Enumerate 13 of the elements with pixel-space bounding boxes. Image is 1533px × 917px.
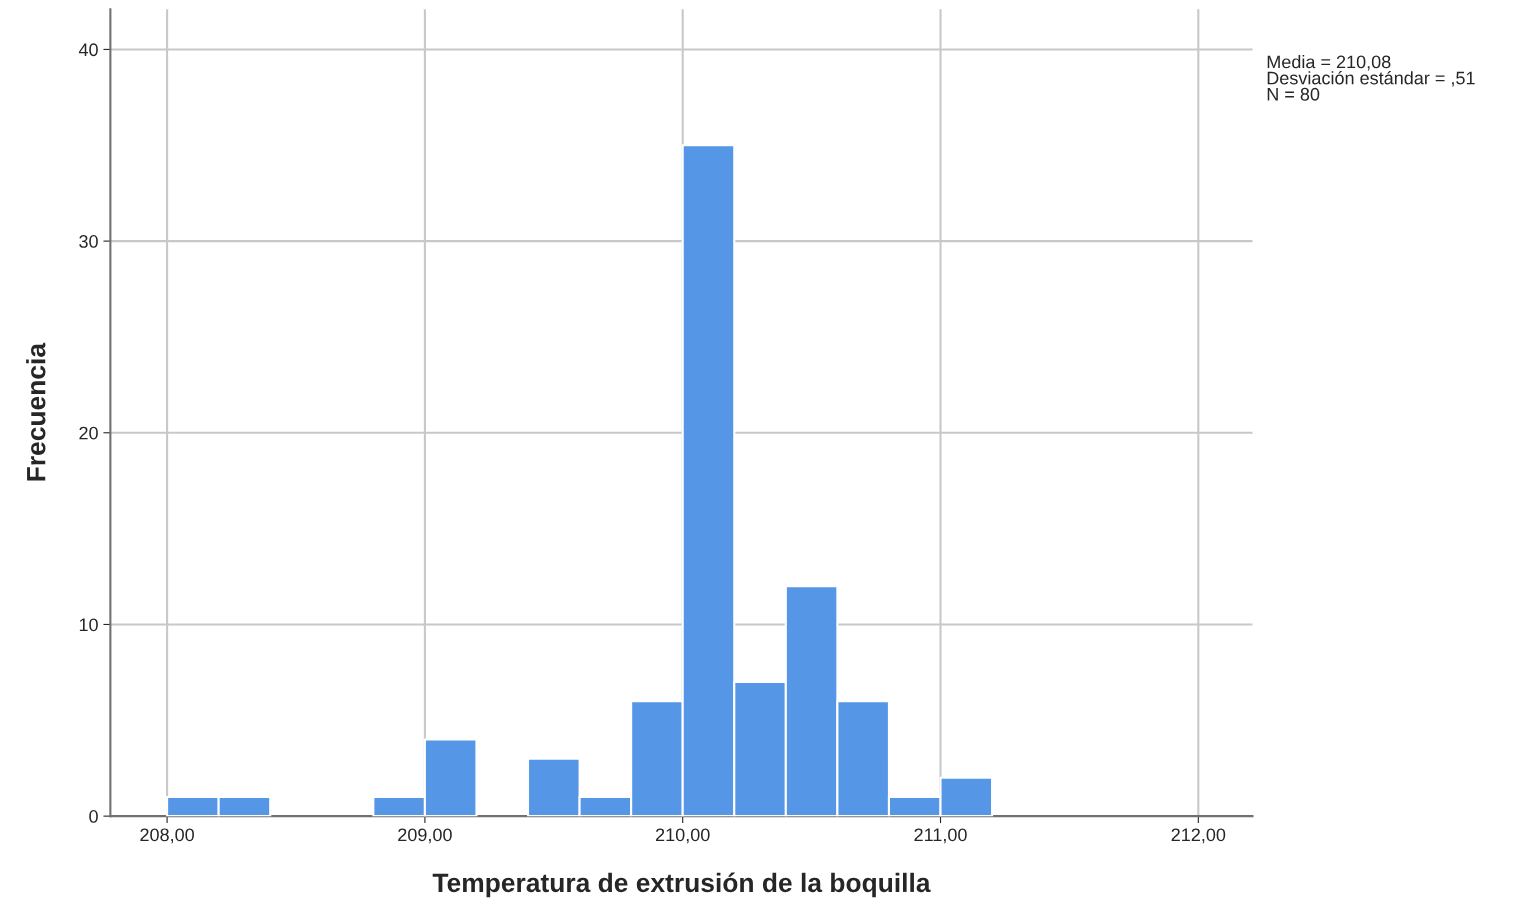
- x-tick-label: 210,00: [656, 828, 710, 844]
- text: Media = 210,08 Desviación estándar = ,51 N = 80: [1267, 55, 1475, 101]
- x-tick-label: 208,00: [140, 828, 194, 844]
- y-tick-label: 40: [78, 43, 98, 57]
- x-tick-label: 211,00: [914, 828, 967, 844]
- x-axis-title: Temperatura de extrusión de la boquilla: [432, 872, 931, 898]
- y-tick-label: 10: [79, 618, 98, 632]
- y-tick-label: 20: [79, 426, 98, 440]
- x-tick-label: 212,00: [1171, 828, 1226, 844]
- y-tick-label: 30: [79, 235, 98, 248]
- y-tick-label: 0: [89, 810, 98, 823]
- x-tick-label: 209,00: [398, 828, 452, 844]
- y-axis-title: Frecuencia: [26, 342, 46, 481]
